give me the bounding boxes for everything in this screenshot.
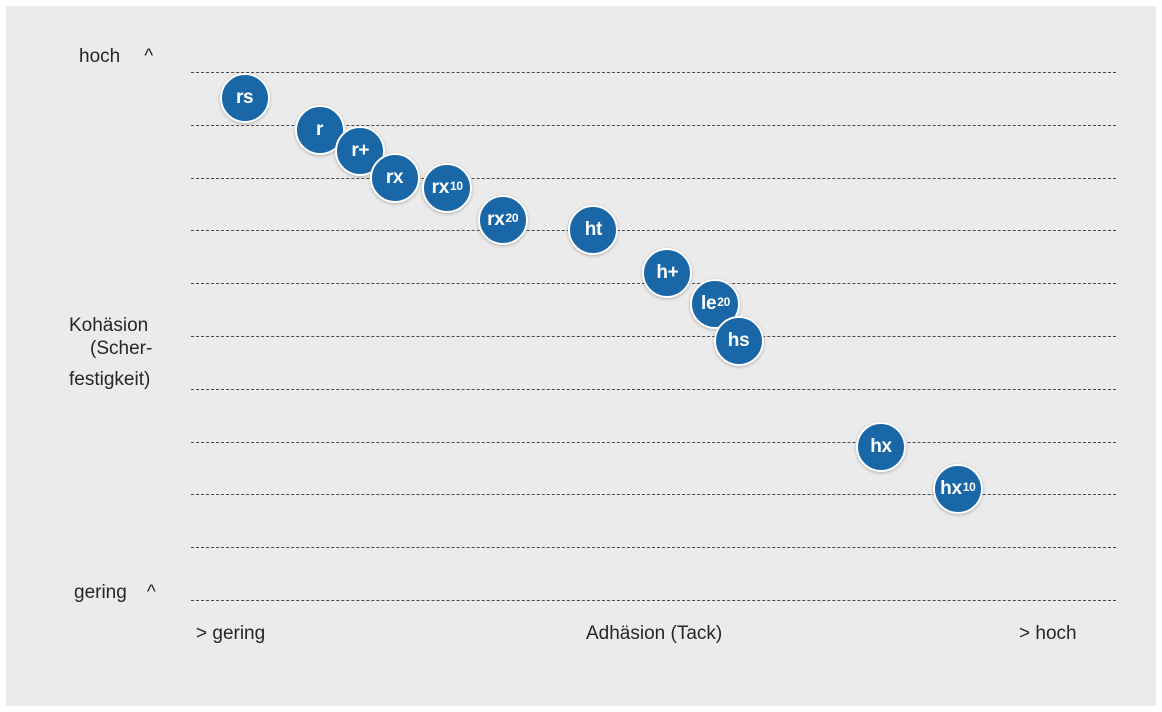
grid-line [191,177,1116,179]
y-axis-label-line-1: Kohäsion [69,315,149,336]
data-point-rs: rs [219,73,270,124]
y-axis-label-line-2: (Scher- [90,338,153,359]
grid-line [191,547,1116,549]
y-max-arrow: ^ [144,46,154,67]
x-max-label: > hoch [1019,623,1077,644]
data-point-label: rx [487,208,505,230]
data-point-label: le [700,293,717,315]
grid-line [191,441,1116,443]
data-point-label: rx [385,166,404,188]
y-max-label: hoch ^ [79,46,154,67]
data-point-label: h+ [656,261,679,283]
data-point-label: ht [584,219,603,241]
data-point-label: hs [727,330,750,352]
data-point-hx10: hx 10 [932,464,983,515]
data-point-label: rx [431,177,450,199]
chart-panel [6,6,1156,706]
y-axis-label-line-3: festigkeit) [69,369,151,390]
data-point-label: hx [870,435,892,457]
grid-line [191,494,1116,496]
grid-line [191,336,1116,337]
data-point-rx: rx [369,152,420,203]
data-point-r+: r+ [335,126,386,177]
grid-line [191,600,1116,601]
data-point-rx10: rx 10 [422,163,473,214]
data-point-rx20: rx 20 [477,194,528,245]
data-point-h+: h+ [642,247,693,298]
y-min-label: gering ^ [74,582,156,603]
x-min-label: > gering [196,623,266,644]
x-axis-label: Adhäsion (Tack) [586,623,723,644]
grid-line [191,230,1116,232]
data-point-hs: hs [713,316,764,367]
data-point-label: rs [235,87,254,109]
data-point-label: hx [940,478,962,500]
data-point-ht: ht [568,205,619,256]
data-point-label: r+ [351,140,370,162]
grid-line [191,72,1116,73]
grid-line [191,124,1116,126]
y-min-arrow: ^ [146,582,156,603]
data-point-label: r [316,119,324,141]
grid-line [191,388,1116,390]
data-point-hx: hx [856,421,907,472]
